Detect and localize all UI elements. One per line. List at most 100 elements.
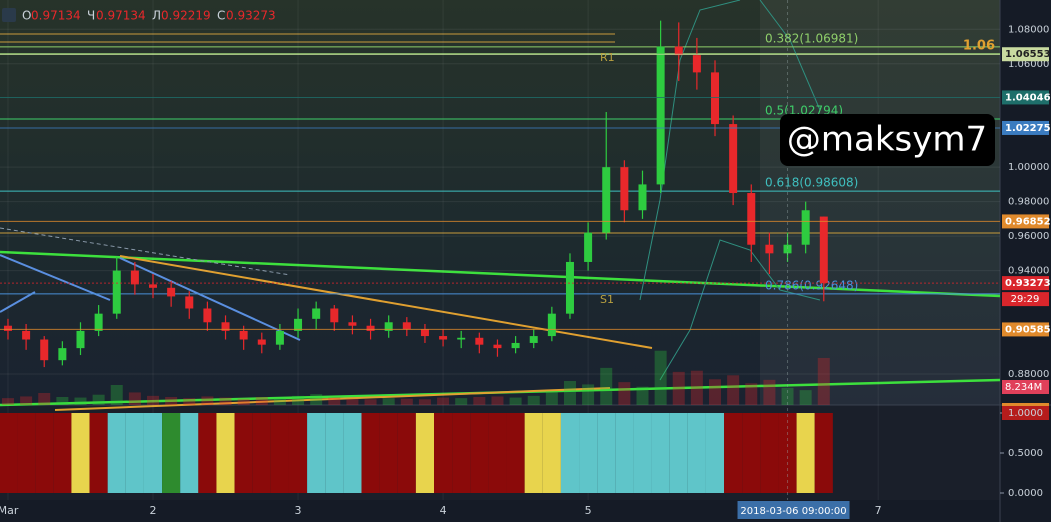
indicator-bar: [434, 413, 453, 493]
indicator-bar: [361, 413, 380, 493]
candle-body: [529, 336, 538, 343]
price-tag: 0.93273: [1005, 278, 1051, 289]
candle-body: [203, 308, 212, 323]
indicator-bar: [0, 413, 18, 493]
candle-body: [656, 46, 665, 185]
candle-body: [40, 339, 49, 361]
price-tag-bg: [1002, 120, 1049, 135]
price-tag-bg: [1002, 214, 1049, 229]
price-pane: [0, 0, 1000, 405]
annotation: R1: [600, 51, 615, 64]
price-tag: 0.90585: [1005, 324, 1051, 335]
indicator-bar: [198, 413, 217, 493]
volume-bar: [545, 391, 558, 405]
indicator-bar: [560, 413, 580, 493]
y-tick-label: 0.94000: [1008, 266, 1049, 277]
price-axis: [1000, 0, 1051, 522]
indicator-tag-bg: [1002, 406, 1049, 420]
volume-bar: [672, 371, 685, 405]
volume-bar: [745, 383, 758, 405]
indicator-bar: [162, 413, 181, 493]
volume-tag: 8.234M: [1005, 382, 1042, 393]
volume-bar: [292, 395, 305, 405]
price-tag-bg: [1002, 47, 1049, 62]
volume-bar: [563, 381, 576, 405]
price-tag-bg: [1002, 322, 1049, 337]
price-tag: 1.02275: [1005, 123, 1051, 134]
trend-line: [119, 255, 653, 349]
indicator-bar: [687, 413, 706, 493]
candle-body: [475, 337, 484, 345]
indicator-bar: [307, 413, 326, 493]
trend-line: [0, 291, 36, 313]
volume-bar: [147, 395, 160, 405]
indicator-bar: [742, 413, 761, 493]
indicator-bar: [89, 413, 108, 493]
indicator-bar: [452, 413, 471, 493]
candle-body: [801, 210, 810, 245]
y-tick-label: 0.96000: [1008, 231, 1049, 242]
volume-bar: [709, 379, 722, 405]
ohlc-header: O 0.97134 Ч 0.97134 Л 0.92219 С 0.93273: [22, 9, 276, 23]
candle-body: [439, 336, 448, 340]
volume-bar: [690, 370, 703, 405]
candle-body: [674, 46, 683, 56]
volume-bar: [473, 397, 486, 405]
volume-bar: [582, 384, 595, 405]
candle-body: [366, 325, 375, 331]
x-tick-label: 2: [150, 504, 157, 517]
indicator-bar: [216, 413, 235, 493]
candle-body: [747, 193, 756, 245]
trend-line: [0, 254, 111, 301]
indicator-bar: [814, 413, 833, 493]
volume-bar: [799, 390, 812, 405]
fib-label: 0.382(1.06981): [765, 31, 858, 45]
volume-bar: [310, 394, 323, 405]
volume-bar: [165, 397, 178, 405]
candle-body: [819, 216, 828, 284]
volume-bar: [328, 397, 341, 405]
y-tick-label: 1.08000: [1008, 24, 1049, 35]
candle-body: [602, 167, 611, 233]
indicator-bar: [415, 413, 435, 493]
indicator-bar: [778, 413, 797, 493]
candle-body: [22, 330, 31, 340]
volume-bar: [618, 382, 631, 405]
volume-bar: [527, 395, 540, 405]
price-tag-bg: [1002, 90, 1049, 105]
candle-body: [511, 342, 520, 349]
volume-bar: [74, 397, 87, 405]
volume-bar: [455, 398, 468, 405]
volume-bar: [400, 398, 413, 405]
indicator-bar: [724, 413, 743, 493]
volume-layer: [1, 350, 830, 405]
candle-body: [112, 270, 121, 314]
countdown-bg: [1002, 292, 1049, 307]
volume-bar: [201, 396, 214, 405]
y-tick-label: 0.98000: [1008, 197, 1049, 208]
candle-body: [294, 318, 303, 331]
volume-bar: [92, 394, 105, 405]
candle-body: [330, 308, 339, 323]
candle-body: [692, 55, 701, 73]
price-tag-bg: [1002, 276, 1049, 291]
x-tick-label: 4: [440, 504, 447, 517]
indicator-bar: [252, 413, 271, 493]
y-tick-label: 1.06000: [1008, 59, 1049, 70]
y-tick-label: 1.00000: [1008, 162, 1049, 173]
indicator-tick-label: 0.0000: [1008, 488, 1043, 499]
indicator-bar: [397, 413, 416, 493]
indicator-bar: [343, 413, 362, 493]
volume-bar: [727, 375, 740, 405]
candle-body: [94, 313, 103, 331]
annotation: S1: [600, 293, 614, 306]
indicator-bar: [325, 413, 344, 493]
price-tag: 1.06553: [1005, 49, 1051, 60]
candle-body: [384, 322, 393, 331]
candle-body: [584, 232, 593, 262]
volume-bar: [636, 386, 649, 405]
candle-body: [130, 270, 139, 285]
indicator-bar: [633, 413, 652, 493]
trend-line: [54, 387, 611, 411]
